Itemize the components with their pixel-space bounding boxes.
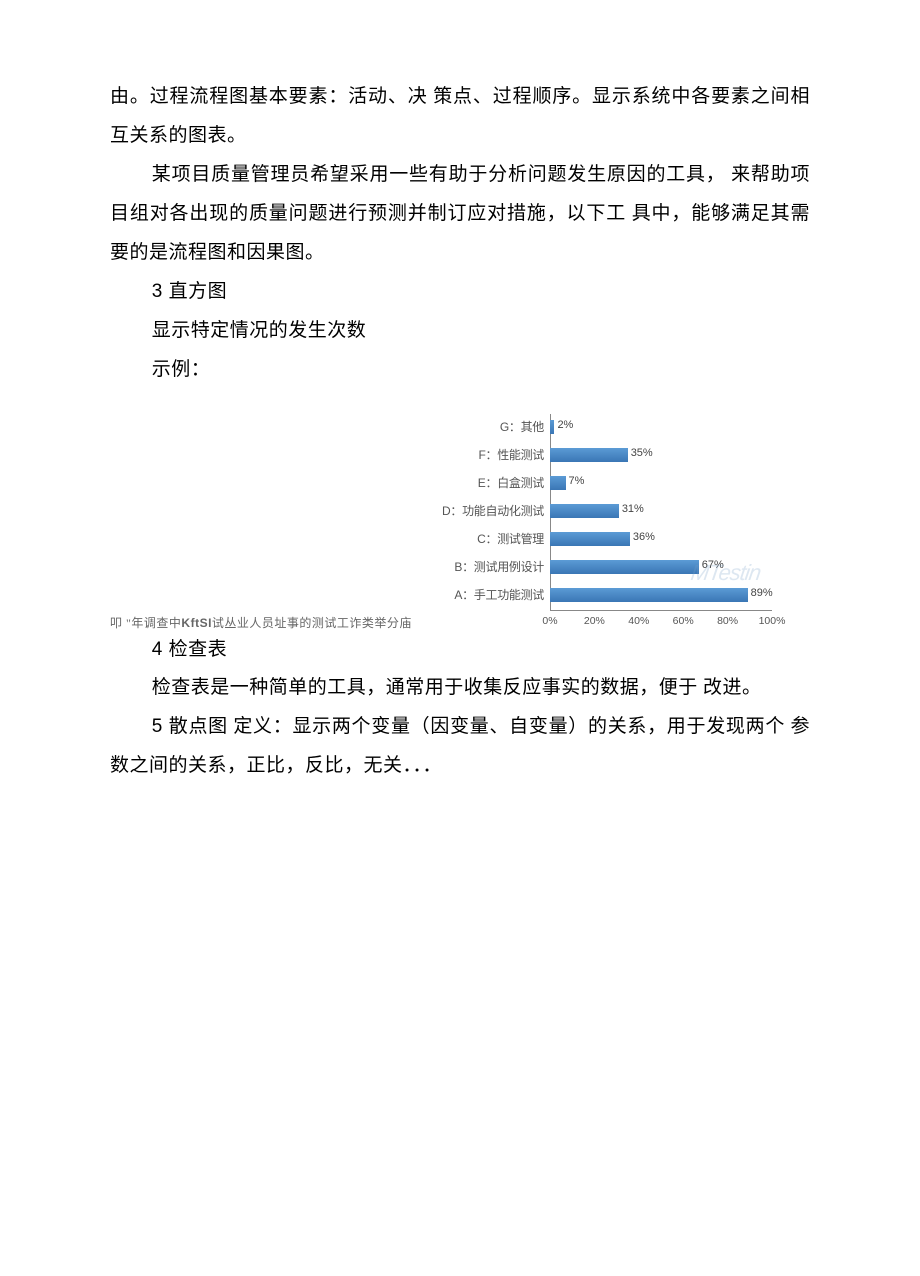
bar-row: G：其他 2% <box>410 414 780 440</box>
bar-category-label: D：功能自动化测试 <box>410 502 550 519</box>
bar-category-label: F：性能测试 <box>410 446 550 463</box>
x-axis-tick: 40% <box>628 615 649 627</box>
paragraph-7: 检查表是一种简单的工具，通常用于收集反应事实的数据，便于 改进。 <box>110 669 810 708</box>
bar-category-label: B：测试用例设计 <box>410 558 550 575</box>
bar-category-label: G：其他 <box>410 418 550 435</box>
paragraph-4: 显示特定情况的发生次数 <box>110 312 810 351</box>
paragraph-2: 某项目质量管理员希望采用一些有助于分析问题发生原因的工具， 来帮助项目组对各出现… <box>110 156 810 273</box>
section-title: 直方图 <box>169 281 228 302</box>
x-axis-tick: 60% <box>673 615 694 627</box>
bar-category-label: E：白盒测试 <box>410 474 550 491</box>
section-number: 5 <box>152 716 163 737</box>
bar-value-label: 2% <box>557 419 573 431</box>
x-axis-tick: 80% <box>717 615 738 627</box>
section-body: 散点图 定义：显示两个变量（因变量、自变量）的关系，用于发现两个 参数之间的关系… <box>110 716 810 776</box>
bar-plot: 7% <box>550 474 772 492</box>
paragraph-5: 示例： <box>110 351 810 390</box>
bar-plot: 89% <box>550 586 772 604</box>
bar-rect <box>550 448 628 462</box>
caption-pre: 叩 "年调查中 <box>110 616 181 630</box>
bar-rect <box>550 476 566 490</box>
bar-row: E：白盒测试 7% <box>410 470 780 496</box>
bar-rect <box>550 588 748 602</box>
caption-post: 试丛业人员址事的测试工诈类举分庙 <box>212 616 412 630</box>
bar-category-label: C：测试管理 <box>410 530 550 547</box>
bar-plot: 35% <box>550 446 772 464</box>
bar-row: C：测试管理 36% <box>410 526 780 552</box>
bar-value-label: 36% <box>633 531 655 543</box>
bar-plot: 2% <box>550 418 772 436</box>
bar-rect <box>550 504 619 518</box>
caption-bold: KftSI <box>181 616 212 630</box>
x-axis-tick: 100% <box>759 615 786 627</box>
bar-value-label: 35% <box>631 447 653 459</box>
bar-row: F：性能测试 35% <box>410 442 780 468</box>
x-axis-tick: 20% <box>584 615 605 627</box>
bar-value-label: 7% <box>569 475 585 487</box>
section-number: 3 <box>152 281 163 302</box>
section-number: 4 <box>152 639 163 660</box>
x-axis-tick: 0% <box>542 615 557 627</box>
bar-plot: 31% <box>550 502 772 520</box>
bar-category-label: A：手工功能测试 <box>410 586 550 603</box>
bar-value-label: 31% <box>622 503 644 515</box>
histogram-chart: G：其他 2% F：性能测试 35% E：白盒测试 7% D：功能自动化测试 31% C：测试管… <box>410 414 780 608</box>
bar-rect <box>550 560 699 574</box>
section-4-heading: 4 检查表 <box>110 631 810 670</box>
x-axis: 0%20%40%60%80%100% <box>410 610 780 628</box>
paragraph-1: 由。过程流程图基本要素：活动、决 策点、过程顺序。显示系统中各要素之间相互关系的… <box>110 78 810 156</box>
watermark-text: MTestin <box>689 560 762 586</box>
bar-rect <box>550 532 630 546</box>
section-title: 检查表 <box>169 639 228 660</box>
bar-rect <box>550 420 554 434</box>
bar-plot: 36% <box>550 530 772 548</box>
section-5-paragraph: 5散点图 定义：显示两个变量（因变量、自变量）的关系，用于发现两个 参数之间的关… <box>110 708 810 786</box>
bar-row: D：功能自动化测试 31% <box>410 498 780 524</box>
section-3-heading: 3 直方图 <box>110 273 810 312</box>
bar-value-label: 89% <box>751 587 773 599</box>
